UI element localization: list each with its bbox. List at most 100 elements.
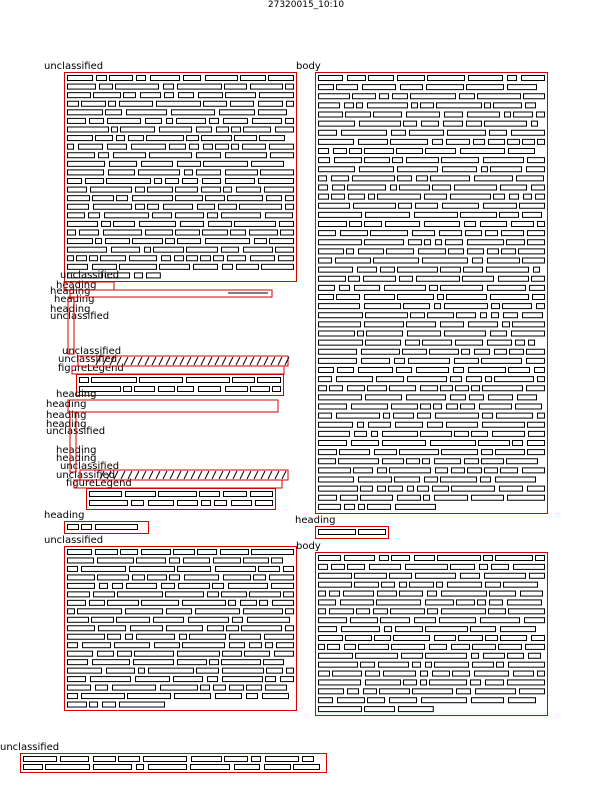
word-glyph [468, 75, 503, 81]
word-glyph [487, 248, 499, 255]
word-glyph [159, 263, 190, 270]
word-glyph [242, 143, 266, 150]
word-glyph [177, 238, 201, 245]
word-glyph [344, 102, 354, 109]
word-glyph [318, 376, 332, 383]
word-glyph [341, 626, 380, 633]
word-glyph [293, 764, 320, 770]
word-glyph [67, 92, 91, 99]
word-glyph [421, 120, 439, 127]
word-glyph [412, 661, 421, 668]
word-glyph [230, 229, 246, 236]
word-glyph [236, 186, 261, 193]
word-glyph [166, 608, 192, 615]
word-glyph [485, 376, 492, 383]
word-glyph [202, 178, 221, 184]
word-glyph [67, 591, 90, 598]
word-glyph [105, 109, 122, 116]
word-glyph [347, 688, 359, 695]
word-glyph [228, 599, 236, 606]
word-glyph [480, 617, 520, 624]
word-glyph [182, 178, 198, 184]
word-glyph [351, 403, 388, 410]
word-glyph [527, 440, 545, 446]
word-glyph [440, 476, 477, 483]
word-glyph [371, 430, 378, 437]
word-glyph [364, 321, 404, 328]
word-glyph [500, 184, 527, 191]
word-glyph [67, 220, 98, 227]
word-glyph [471, 494, 504, 501]
word-glyph [363, 275, 396, 282]
word-glyph [500, 635, 527, 641]
word-glyph [480, 221, 507, 227]
word-glyph [171, 109, 215, 116]
word-glyph [120, 549, 138, 555]
word-glyph [23, 756, 57, 762]
word-glyph [484, 120, 527, 127]
word-glyph [418, 248, 446, 255]
word-glyph [164, 92, 174, 99]
word-glyph [483, 652, 505, 659]
word-glyph [197, 203, 215, 210]
word-glyph [98, 625, 126, 632]
word-glyph [521, 75, 545, 81]
word-glyph [67, 693, 78, 700]
word-glyph [425, 652, 467, 659]
hatch-mark [183, 470, 189, 480]
word-glyph [251, 756, 261, 762]
word-glyph [339, 449, 370, 456]
region-label-heading-right: heading [295, 515, 336, 526]
word-glyph [154, 642, 180, 649]
hatch-mark [242, 356, 248, 366]
word-glyph [358, 643, 389, 650]
word-glyph [479, 563, 488, 570]
word-glyph [79, 229, 99, 236]
word-glyph [213, 684, 226, 691]
word-glyph [89, 701, 98, 708]
word-glyph [200, 255, 211, 262]
word-glyph [166, 625, 203, 632]
word-glyph [92, 263, 117, 270]
word-glyph [283, 565, 294, 572]
word-glyph [262, 693, 289, 700]
word-glyph [146, 272, 161, 279]
word-glyph [337, 697, 365, 704]
word-glyph [536, 111, 545, 118]
word-glyph [511, 221, 534, 227]
word-glyph [462, 275, 494, 282]
word-glyph [427, 608, 438, 615]
word-glyph [107, 143, 127, 150]
word-glyph [388, 485, 403, 492]
word-glyph [261, 263, 294, 270]
word-glyph [236, 263, 259, 270]
word-glyph [534, 367, 545, 373]
word-glyph [67, 143, 74, 150]
word-glyph [218, 203, 237, 210]
word-glyph [258, 178, 294, 184]
word-glyph [177, 160, 201, 167]
word-glyph [81, 100, 106, 107]
word-glyph [108, 100, 116, 107]
word-glyph [333, 148, 347, 154]
word-glyph [364, 303, 401, 310]
word-glyph [406, 157, 439, 164]
word-glyph [125, 491, 156, 497]
word-glyph [429, 348, 459, 355]
word-glyph [258, 100, 283, 107]
word-glyph [272, 599, 294, 606]
word-glyph [178, 582, 210, 589]
word-glyph [329, 385, 343, 392]
hatch-mark [169, 470, 175, 480]
word-glyphs [67, 549, 294, 708]
hatch-mark [155, 470, 161, 480]
word-glyph [384, 626, 392, 633]
word-glyph [358, 476, 392, 483]
word-glyph [331, 193, 345, 200]
word-glyph [106, 178, 151, 184]
word-glyph [318, 303, 360, 310]
word-glyph [501, 230, 524, 237]
word-glyph [224, 83, 247, 90]
word-glyph [460, 148, 505, 154]
hatch-mark [141, 470, 147, 480]
